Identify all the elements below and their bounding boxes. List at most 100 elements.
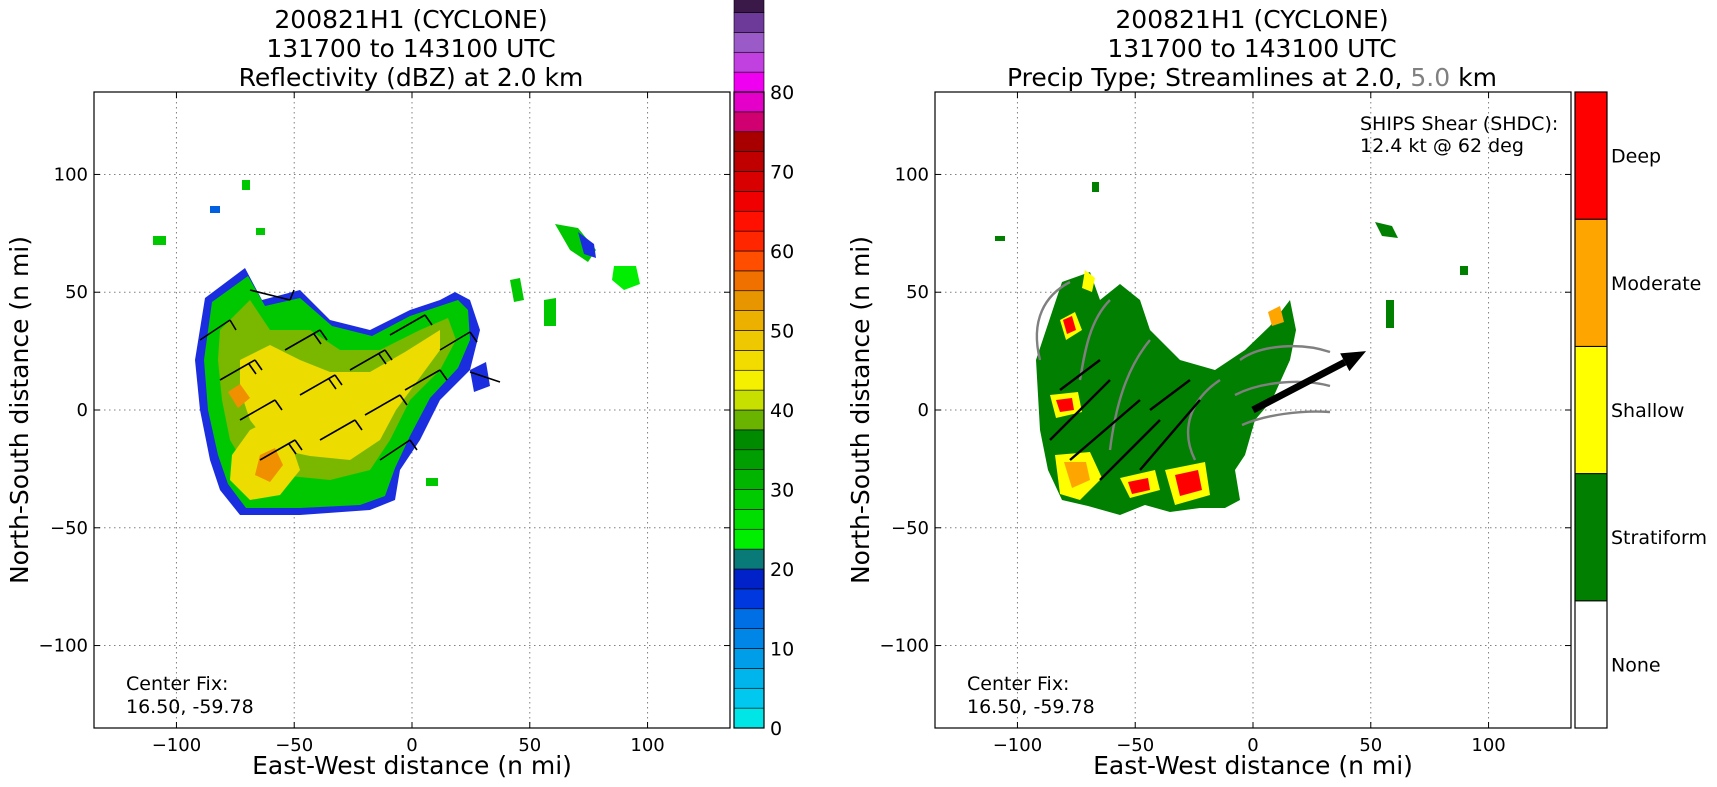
wind-barb [469, 371, 501, 383]
precip-category-swatch [1574, 218, 1608, 347]
wind-barb [404, 369, 448, 391]
left-y-tick-label: 100 [54, 164, 88, 185]
colorbar-bin [733, 548, 765, 570]
echo-cell [210, 206, 220, 213]
streamline-2km [1139, 399, 1201, 471]
stratiform-cell [1460, 266, 1468, 275]
colorbar-bin [733, 489, 765, 510]
precip-category-label: Deep [1611, 146, 1661, 168]
colorbar-tick-label: 50 [770, 321, 794, 343]
colorbar-bin [733, 668, 765, 689]
deep-cell [1175, 470, 1202, 496]
right-x-tick-label: −100 [993, 735, 1042, 756]
colorbar-bin [733, 51, 765, 73]
stratiform-region [1036, 272, 1296, 515]
wind-barb [299, 374, 343, 396]
colorbar-bin [733, 111, 765, 133]
colorbar-bin [733, 608, 765, 629]
left-title-line2: 131700 to 143100 UTC [266, 34, 555, 63]
colorbar-bin [733, 648, 765, 669]
shear-value: 12.4 kt @ 62 deg [1360, 135, 1524, 157]
wind-barb [284, 329, 328, 351]
shallow-cell [1082, 270, 1095, 292]
streamline-2km [1059, 359, 1101, 391]
colorbar-bin [733, 310, 765, 331]
reflectivity-echo [153, 180, 640, 515]
moderate-cell [1268, 306, 1284, 326]
colorbar-bin [733, 509, 765, 530]
left-x-tick-label: 50 [518, 735, 541, 756]
right-y-tick-label: 100 [895, 164, 929, 185]
right-title-line3-c: km [1458, 63, 1497, 92]
colorbar-bin [733, 528, 765, 550]
precip-type-colorbar: None Stratiform Shallow Moderate Deep [1574, 91, 1707, 729]
right-y-tick-label: −50 [891, 518, 929, 539]
streamline-5km [1234, 380, 1331, 397]
streamlines [1035, 280, 1331, 481]
reflectivity-colorbar [733, 0, 765, 729]
colorbar-bin [733, 290, 765, 311]
colorbar-bin [733, 389, 765, 411]
right-title-line2: 131700 to 143100 UTC [1107, 34, 1396, 63]
left-x-tick-label: −50 [275, 735, 313, 756]
right-y-tick-label: 0 [918, 400, 929, 421]
left-y-axis-label: North-South distance (n mi) [5, 236, 34, 584]
echo-cell-ne-core [578, 232, 596, 258]
echo-yellow [240, 330, 440, 460]
echo-cell-east [612, 266, 640, 290]
colorbar-bin [733, 628, 765, 649]
colorbar-bin [733, 350, 765, 371]
echo-cell [256, 228, 265, 235]
wind-barb [439, 331, 478, 351]
colorbar-bin [733, 707, 765, 729]
colorbar-bin [733, 469, 765, 490]
right-y-tick-label: 50 [906, 282, 929, 303]
left-title-line3: Reflectivity (dBZ) at 2.0 km [239, 63, 584, 92]
wind-barb [364, 394, 408, 416]
left-axis-ticks: −100 −50 0 50 100 −100 −50 0 50 100 [39, 92, 730, 756]
streamline-5km [1241, 410, 1331, 427]
stratiform-cell [1092, 182, 1099, 192]
colorbar-bin [733, 71, 765, 93]
colorbar-tick-label: 60 [770, 241, 794, 263]
streamline-5km [1187, 379, 1221, 461]
streamline-5km [1108, 339, 1151, 451]
left-x-tick-label: 0 [406, 735, 417, 756]
right-title-line3-b: 5.0 [1410, 63, 1450, 92]
deep-cell [1063, 316, 1076, 334]
colorbar-bin [733, 429, 765, 451]
right-axis-ticks: −100 −50 0 50 100 −100 −50 0 50 100 [880, 92, 1571, 756]
stratiform-cell [1386, 300, 1394, 328]
colorbar-bin [733, 230, 765, 252]
right-panel: 200821H1 (CYCLONE) 131700 to 143100 UTC … [846, 5, 1707, 780]
wind-barb [219, 359, 263, 381]
echo-cell [544, 298, 556, 326]
right-center-fix-label: Center Fix: [967, 673, 1069, 695]
colorbar-bin [733, 210, 765, 232]
colorbar-tick-label: 80 [770, 82, 794, 104]
right-x-tick-label: 50 [1359, 735, 1382, 756]
colorbar-bin [733, 449, 765, 470]
precip-category-swatch [1574, 473, 1608, 602]
streamline-2km [1069, 399, 1141, 461]
moderate-cell [1064, 462, 1090, 488]
streamline-2km [1149, 379, 1191, 411]
echo-cell [470, 362, 490, 392]
precip-category-label: Stratiform [1611, 527, 1707, 549]
streamline-5km [1078, 299, 1111, 381]
colorbar-bin [733, 91, 765, 113]
colorbar-tick-label: 40 [770, 400, 794, 422]
right-y-axis-label: North-South distance (n mi) [846, 236, 875, 584]
colorbar-tick-label: 0 [770, 718, 782, 740]
echo-cell [426, 478, 438, 486]
right-x-tick-label: −50 [1116, 735, 1154, 756]
precip-category-label: Moderate [1611, 273, 1701, 295]
stratiform-cell [1375, 222, 1398, 238]
colorbar-tick-label: 10 [770, 639, 794, 661]
colorbar-bin [733, 270, 765, 292]
left-y-tick-label: 50 [65, 282, 88, 303]
wind-barb [379, 439, 418, 461]
precip-category-swatch [1574, 345, 1608, 475]
precip-category-swatch [1574, 600, 1608, 729]
wind-barb [249, 289, 295, 301]
